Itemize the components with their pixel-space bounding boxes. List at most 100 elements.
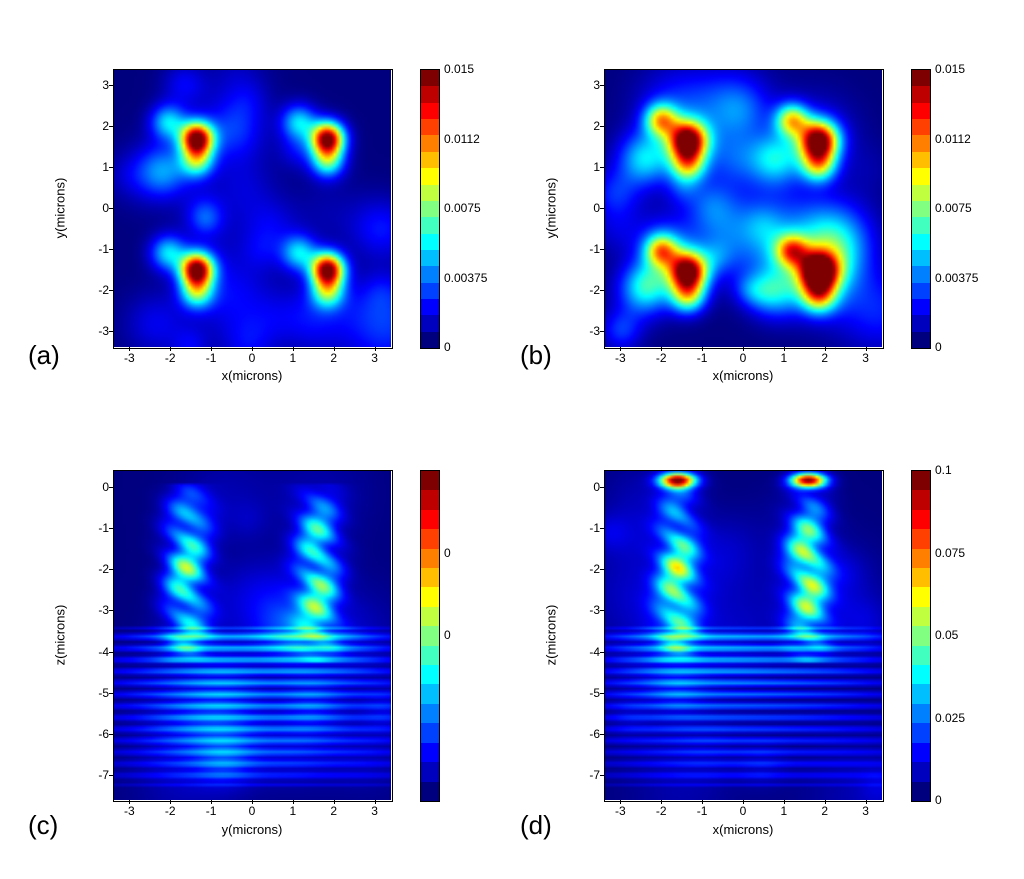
ytick-label: 2: [85, 119, 109, 133]
colorbar-segment: [421, 299, 439, 315]
ytick-mark: [109, 167, 113, 168]
ytick-mark: [600, 775, 604, 776]
colorbar-segment: [912, 743, 930, 762]
ytick-mark: [109, 652, 113, 653]
xtick-label: -2: [160, 804, 180, 818]
colorbar-segment: [912, 665, 930, 684]
ytick-mark: [600, 126, 604, 127]
ytick-mark: [109, 208, 113, 209]
ytick-mark: [600, 331, 604, 332]
colorbar-segment: [421, 587, 439, 606]
xtick-label: -1: [201, 804, 221, 818]
colorbar-segment: [912, 471, 930, 490]
colorbar-tick-label: 0.075: [935, 546, 965, 560]
ytick-label: 1: [576, 160, 600, 174]
xtick-label: -2: [160, 351, 180, 365]
xtick-mark: [784, 800, 785, 804]
ytick-label: -1: [576, 521, 600, 535]
ytick-mark: [109, 775, 113, 776]
plot-border-c: [113, 470, 393, 802]
colorbar-segment: [421, 70, 439, 86]
colorbar-tick-label: 0.015: [935, 62, 965, 76]
colorbar-segment: [421, 86, 439, 102]
colorbar-segment: [912, 266, 930, 282]
xtick-mark: [334, 800, 335, 804]
ytick-mark: [600, 569, 604, 570]
ytick-mark: [600, 249, 604, 250]
colorbar-segment: [912, 684, 930, 703]
colorbar-segment: [421, 490, 439, 509]
colorbar-segment: [421, 762, 439, 781]
colorbar-tick-label: 0: [935, 340, 942, 354]
ylabel-a: y(microns): [53, 178, 68, 239]
xtick-label: 1: [283, 351, 303, 365]
colorbar-c: [420, 470, 440, 802]
xtick-label: 2: [815, 351, 835, 365]
colorbar-segment: [912, 103, 930, 119]
xtick-label: -2: [651, 351, 671, 365]
ytick-label: -1: [85, 521, 109, 535]
xtick-label: 3: [856, 804, 876, 818]
ytick-label: -3: [85, 603, 109, 617]
xtick-mark: [743, 347, 744, 351]
plot-border-a: [113, 69, 393, 349]
xtick-mark: [129, 800, 130, 804]
colorbar-segment: [421, 168, 439, 184]
xtick-label: 3: [856, 351, 876, 365]
ytick-mark: [600, 85, 604, 86]
colorbar-tick-label: 0.0112: [935, 132, 971, 146]
xtick-mark: [211, 800, 212, 804]
ytick-label: -3: [576, 603, 600, 617]
colorbar-segment: [421, 646, 439, 665]
colorbar-segment: [912, 510, 930, 529]
colorbar-segment: [912, 626, 930, 645]
ytick-label: -2: [85, 283, 109, 297]
colorbar-segment: [912, 70, 930, 86]
ytick-label: -4: [85, 645, 109, 659]
xtick-mark: [866, 800, 867, 804]
ytick-label: -3: [576, 324, 600, 338]
xtick-label: 0: [242, 351, 262, 365]
xtick-mark: [661, 347, 662, 351]
xtick-mark: [293, 347, 294, 351]
colorbar-tick-label: 0.025: [935, 711, 965, 725]
colorbar-segment: [912, 529, 930, 548]
ytick-label: -7: [576, 768, 600, 782]
colorbar-d: [911, 470, 931, 802]
xtick-mark: [334, 347, 335, 351]
colorbar-segment: [421, 723, 439, 742]
colorbar-segment: [421, 607, 439, 626]
ytick-label: -7: [85, 768, 109, 782]
xlabel-a: x(microns): [113, 368, 391, 383]
plot-border-d: [604, 470, 884, 802]
ytick-mark: [600, 208, 604, 209]
ylabel-d: z(microns): [544, 605, 559, 666]
colorbar-tick-label: 0.0075: [444, 201, 481, 215]
ytick-mark: [109, 528, 113, 529]
xtick-label: 1: [774, 351, 794, 365]
ytick-mark: [109, 693, 113, 694]
colorbar-segment: [421, 665, 439, 684]
xtick-mark: [825, 347, 826, 351]
xtick-mark: [661, 800, 662, 804]
xtick-mark: [743, 800, 744, 804]
colorbar-segment: [421, 266, 439, 282]
ytick-mark: [109, 331, 113, 332]
ytick-label: 0: [85, 201, 109, 215]
xlabel-b: x(microns): [604, 368, 882, 383]
ytick-label: -3: [85, 324, 109, 338]
colorbar-segment: [421, 549, 439, 568]
ytick-label: -2: [576, 562, 600, 576]
colorbar-tick-label: 0: [444, 628, 451, 642]
ytick-mark: [600, 734, 604, 735]
xtick-label: 2: [815, 804, 835, 818]
colorbar-segment: [912, 315, 930, 331]
colorbar-segment: [912, 135, 930, 151]
xtick-label: -3: [119, 804, 139, 818]
xtick-mark: [702, 800, 703, 804]
colorbar-segment: [421, 315, 439, 331]
colorbar-segment: [912, 119, 930, 135]
xtick-mark: [211, 347, 212, 351]
colorbar-tick-label: 0.1: [935, 463, 952, 477]
ytick-label: 3: [85, 78, 109, 92]
